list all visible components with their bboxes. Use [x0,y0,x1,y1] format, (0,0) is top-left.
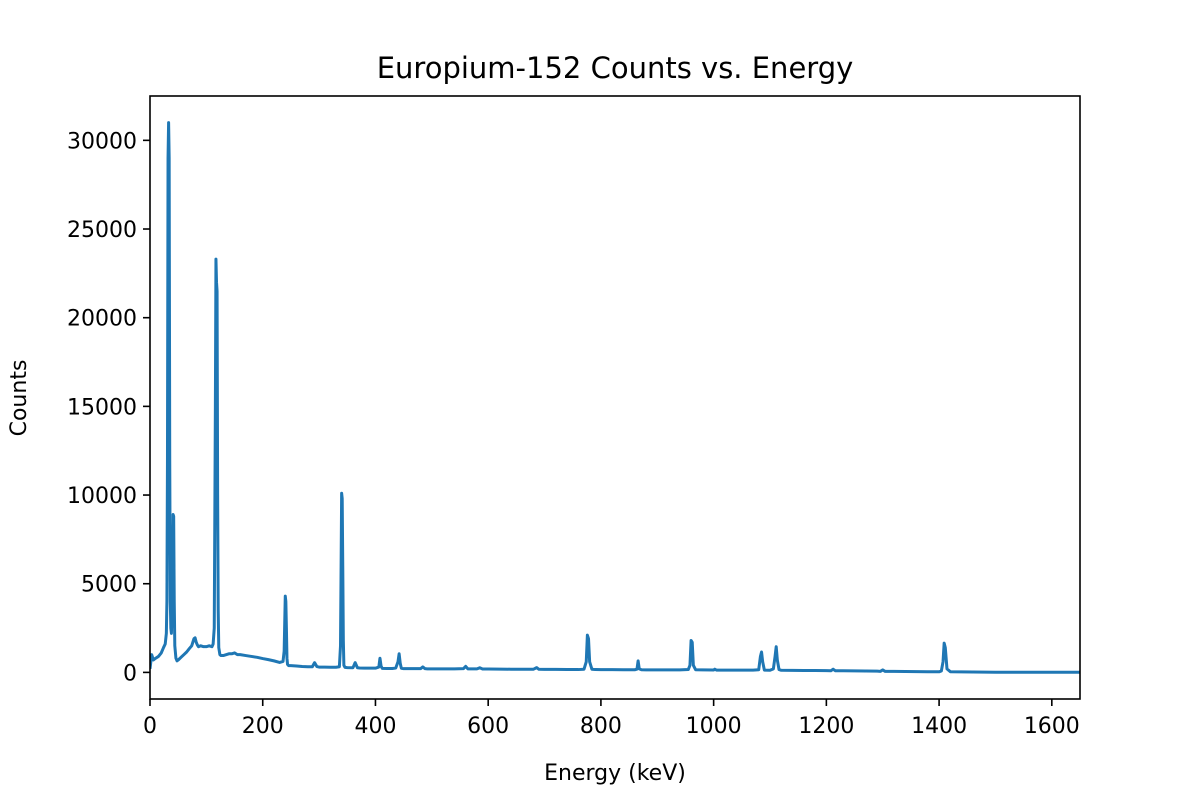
y-tick-label: 5000 [81,573,137,598]
x-tick-label: 800 [580,714,622,739]
x-tick-label: 1600 [1024,714,1080,739]
y-axis-label: Counts [7,360,32,437]
y-tick-label: 25000 [67,218,137,243]
y-tick-label: 10000 [67,484,137,509]
x-tick-label: 200 [242,714,284,739]
y-axis-ticks: 0 5000 10000 15000 20000 25000 30000 [67,129,150,686]
plot-frame [149,95,1081,700]
y-tick-label: 15000 [67,395,137,420]
x-axis-ticks: 0 200 400 600 800 1000 1200 1400 1600 [143,699,1080,739]
x-tick-label: 0 [143,714,157,739]
y-tick-label: 20000 [67,307,137,332]
x-tick-label: 600 [467,714,509,739]
x-axis-label: Energy (keV) [544,761,686,786]
y-tick-label: 0 [123,661,137,686]
chart-title: Europium-152 Counts vs. Energy [377,51,854,85]
y-tick-label: 30000 [67,129,137,154]
x-tick-label: 400 [354,714,396,739]
x-tick-label: 1400 [911,714,967,739]
x-tick-label: 1000 [686,714,742,739]
series-line-0 [150,121,1080,674]
plot-area [150,121,1080,674]
x-tick-label: 1200 [798,714,854,739]
